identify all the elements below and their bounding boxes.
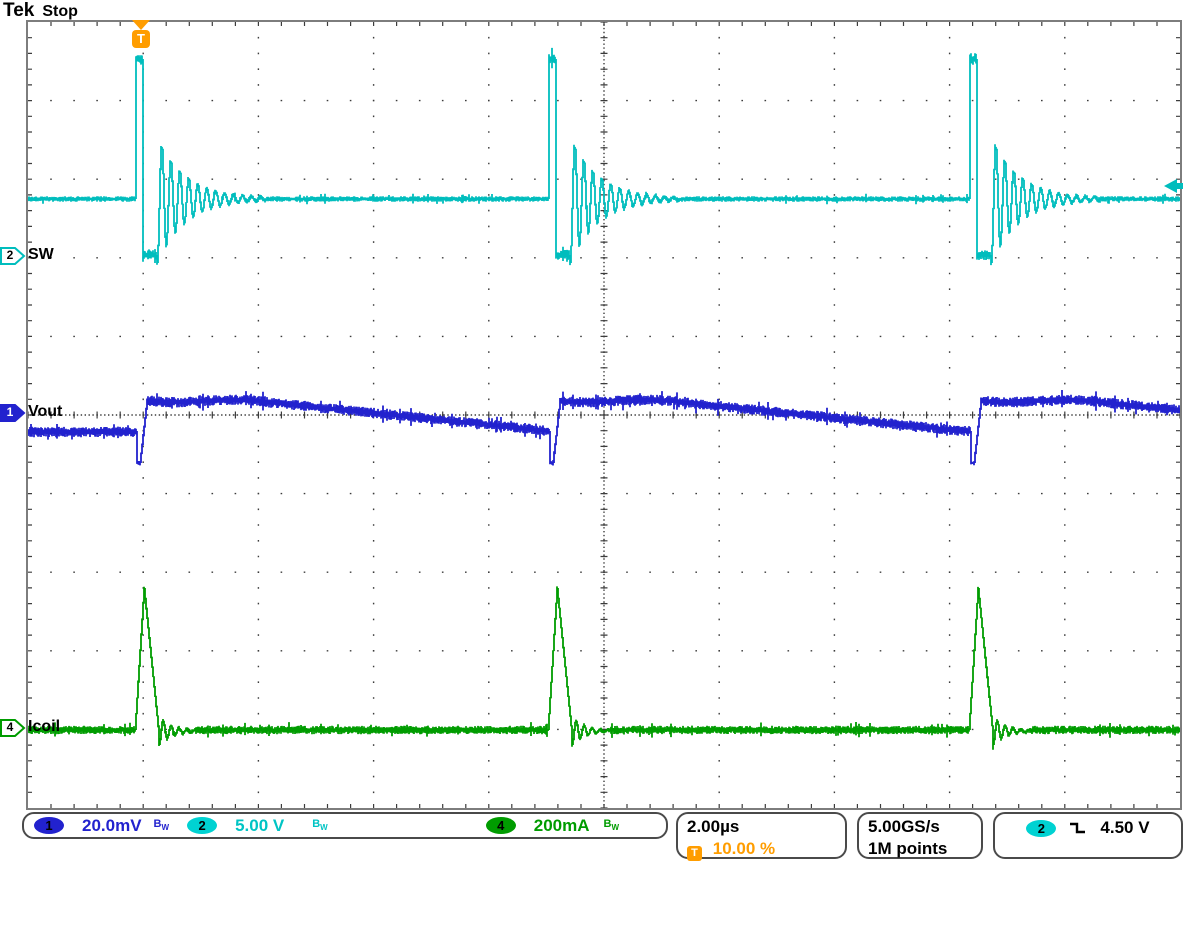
- channel2-marker-number: 2: [6, 248, 14, 262]
- trigger-position-value: 10.00 %: [712, 839, 776, 858]
- sw-trace: [28, 47, 1180, 266]
- acquisition-readout-box[interactable]: 5.00GS/s 1M points: [857, 812, 983, 859]
- tek-logo: Tek: [3, 0, 35, 21]
- ch2-scale: 5.00 V: [235, 815, 285, 835]
- trigger-position-readout: T 10.00 %: [678, 838, 845, 861]
- channel2-marker[interactable]: 2: [0, 247, 26, 265]
- ch1-bw-limit-icon: BW: [153, 818, 170, 833]
- channel1-marker-number: 1: [6, 405, 14, 419]
- channel4-marker-number: 4: [6, 720, 14, 734]
- channel4-marker[interactable]: 4: [0, 719, 26, 737]
- ch4-badge[interactable]: 4: [485, 817, 516, 834]
- ch4-scale: 200mA: [533, 815, 590, 835]
- timebase-scale: 2.00µs: [687, 817, 740, 836]
- channel-readout-box[interactable]: 1 20.0mV BW 2 5.00 V BW 4 200mA BW: [22, 812, 668, 839]
- sample-rate: 5.00GS/s: [868, 817, 940, 836]
- waveform-plot: [28, 47, 1180, 750]
- vout-trace: [28, 390, 1180, 466]
- channel4-label: Icoil: [28, 718, 61, 735]
- trigger-position-arrow-icon: [132, 20, 150, 30]
- ch1-badge[interactable]: 1: [34, 817, 64, 834]
- graticule: [26, 20, 1182, 810]
- ch1-scale: 20.0mV: [82, 815, 142, 835]
- record-length: 1M points: [868, 839, 948, 858]
- icoil-trace: [28, 586, 1180, 750]
- graticule-grid: [28, 22, 1180, 808]
- falling-edge-icon: [1070, 822, 1086, 834]
- header: Tek Stop: [3, 0, 78, 21]
- trigger-t-icon: T: [132, 30, 150, 48]
- trigger-position-marker[interactable]: T: [131, 20, 151, 50]
- acquisition-status: Stop: [42, 3, 78, 20]
- channel1-label: Vout: [28, 403, 63, 420]
- trigger-level-arrow-icon[interactable]: [1164, 179, 1183, 193]
- channel2-label: SW: [28, 246, 54, 263]
- trigger-level: 4.50 V: [1100, 818, 1150, 837]
- trigger-readout-box[interactable]: 2 4.50 V: [993, 812, 1183, 859]
- trigger-source-badge[interactable]: 2: [1026, 819, 1057, 837]
- trigger-t-small-icon: T: [687, 846, 702, 861]
- ch4-bw-limit-icon: BW: [603, 818, 620, 833]
- ch2-badge[interactable]: 2: [187, 817, 218, 834]
- timebase-readout-box[interactable]: 2.00µs T 10.00 %: [676, 812, 847, 861]
- ch2-bw-limit-icon: BW: [312, 818, 328, 833]
- channel1-marker[interactable]: 1: [0, 404, 26, 422]
